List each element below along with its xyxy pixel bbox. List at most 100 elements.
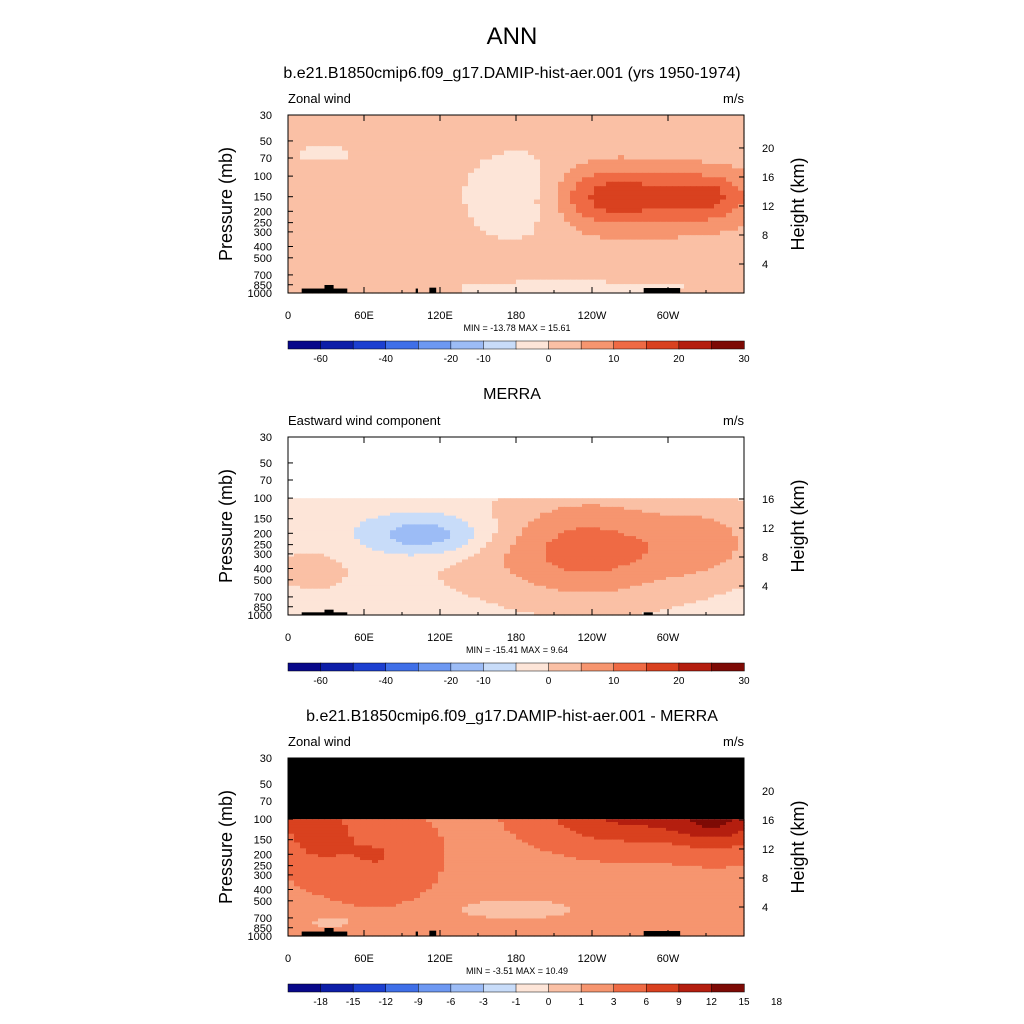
contour-cell [534, 226, 541, 232]
contour-cell [642, 553, 649, 558]
contour-cell [516, 181, 523, 187]
contour-cell [336, 568, 343, 572]
contour-cell [624, 150, 631, 156]
contour-cell [402, 562, 409, 566]
contour-cell [630, 524, 637, 528]
contour-cell [546, 217, 553, 223]
contour-cell [702, 536, 709, 540]
contour-cell [618, 539, 625, 543]
contour-cell [498, 141, 505, 147]
contour-cell [330, 177, 337, 183]
contour-cell [570, 521, 577, 526]
contour-cell [522, 137, 529, 143]
contour-cell [540, 235, 547, 241]
contour-cell [510, 539, 517, 543]
contour-cell [384, 119, 391, 125]
contour-cell [312, 553, 319, 558]
contour-cell [588, 261, 595, 267]
contour-cell [504, 190, 511, 196]
contour-cell [432, 221, 439, 227]
contour-cell [360, 266, 367, 272]
contour-cell [312, 547, 319, 552]
contour-cell [642, 518, 649, 523]
contour-cell [390, 195, 397, 201]
contour-cell [498, 261, 505, 267]
contour-cell [504, 270, 511, 276]
contour-cell [468, 518, 475, 523]
contour-cell [612, 212, 619, 218]
contour-cell [330, 524, 337, 528]
contour-cell [378, 501, 385, 505]
contour-cell [426, 559, 433, 563]
contour-cell [438, 524, 445, 528]
contour-cell [468, 248, 475, 254]
contour-cell [330, 248, 337, 254]
contour-cell [582, 266, 589, 272]
contour-cell [408, 159, 415, 165]
contour-cell [582, 518, 589, 523]
contour-cell [342, 141, 349, 147]
contour-cell [666, 257, 673, 263]
contour-cell [546, 163, 553, 169]
contour-cell [402, 190, 409, 196]
contour-cell [624, 252, 631, 258]
contour-cell [690, 190, 697, 196]
contour-cell [630, 119, 637, 125]
contour-cell [636, 521, 643, 526]
contour-cell [288, 177, 295, 183]
contour-cell [342, 550, 349, 555]
contour-cell [402, 512, 409, 517]
contour-cell [504, 168, 511, 174]
contour-cell [678, 150, 685, 156]
contour-cell [450, 257, 457, 263]
contour-cell [564, 137, 571, 143]
contour-cell [492, 562, 499, 566]
contour-cell [708, 208, 715, 214]
contour-cell [492, 123, 499, 129]
contour-cell [372, 521, 379, 526]
contour-cell [378, 172, 385, 178]
contour-cell [696, 556, 703, 561]
contour-cell [684, 565, 691, 569]
contour-cell [318, 186, 325, 192]
contour-cell [300, 533, 307, 537]
contour-cell [396, 119, 403, 125]
contour-cell [546, 186, 553, 192]
contour-cell [702, 204, 709, 210]
contour-cell [588, 190, 595, 196]
contour-cell [510, 248, 517, 254]
contour-cell [318, 524, 325, 528]
contour-cell [414, 155, 421, 161]
contour-cell [348, 541, 355, 546]
contour-cell [630, 244, 637, 250]
contour-cell [624, 244, 631, 250]
contour-cell [672, 539, 679, 543]
contour-cell [510, 168, 517, 174]
contour-cell [654, 199, 661, 205]
contour-cell [666, 115, 673, 121]
contour-cell [726, 284, 733, 290]
contour-cell [636, 123, 643, 129]
contour-cell [360, 547, 367, 552]
contour-cell [504, 177, 511, 183]
contour-cell [444, 521, 451, 526]
contour-cell [630, 230, 637, 236]
contour-cell [384, 527, 391, 531]
contour-cell [300, 568, 307, 572]
contour-cell [648, 181, 655, 187]
contour-cell [714, 261, 721, 267]
contour-cell [438, 239, 445, 245]
contour-cell [564, 155, 571, 161]
contour-cell [444, 518, 451, 523]
contour-cell [348, 199, 355, 205]
contour-cell [432, 515, 439, 520]
contour-cell [426, 119, 433, 125]
contour-cell [354, 172, 361, 178]
contour-cell [612, 550, 619, 555]
contour-cell [642, 115, 649, 121]
contour-cell [498, 150, 505, 156]
contour-cell [426, 195, 433, 201]
contour-cell [492, 288, 499, 294]
contour-cell [612, 524, 619, 528]
contour-cell [570, 559, 577, 563]
